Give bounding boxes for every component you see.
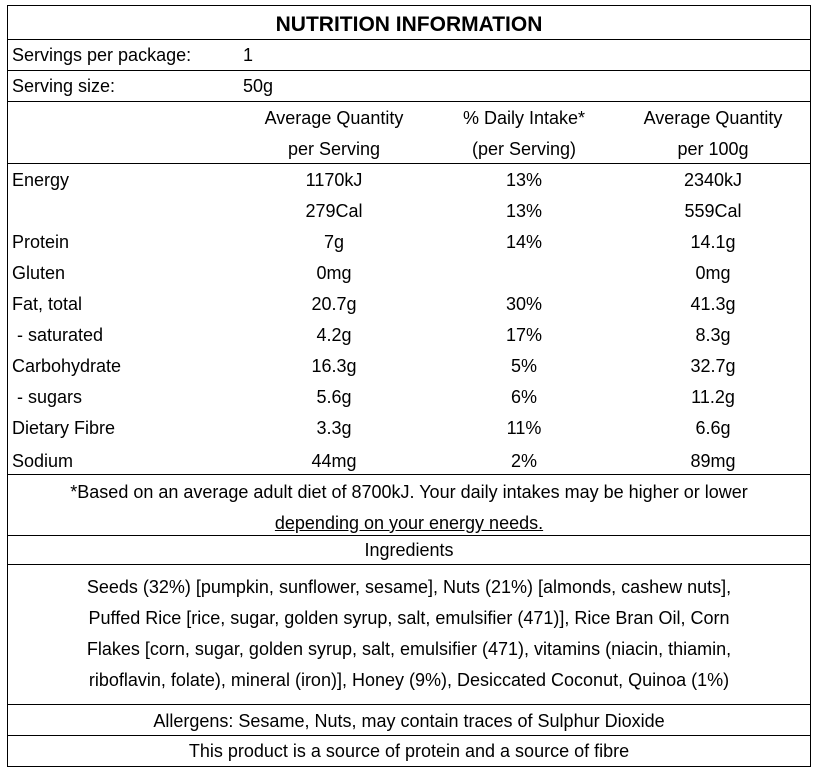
nutrient-name: Carbohydrate <box>12 356 122 376</box>
nutrition-panel: NUTRITION INFORMATION Servings per packa… <box>7 5 811 767</box>
divider <box>8 735 810 736</box>
allergens-statement: Allergens: Sesame, Nuts, may contain tra… <box>153 711 665 731</box>
per-100g-value: 89mg <box>690 451 736 471</box>
per-serving-value: 7g <box>323 232 345 252</box>
nutrient-name: Energy <box>12 170 70 190</box>
footnote-energy-needs: depending on your energy needs. <box>274 513 544 533</box>
per-100g-value: 41.3g <box>690 294 736 314</box>
daily-intake-value: 6% <box>510 387 537 407</box>
daily-intake-value: 30% <box>505 294 543 314</box>
panel-title: NUTRITION INFORMATION <box>275 13 543 36</box>
per-100g-value: 559Cal <box>684 201 742 221</box>
servings-per-package-label: Servings per package: <box>12 45 192 65</box>
per-100g-value: 32.7g <box>690 356 736 376</box>
divider <box>8 564 810 565</box>
nutrient-name: Gluten <box>12 263 66 283</box>
serving-size-value: 50g <box>243 76 274 96</box>
daily-intake-value: 13% <box>505 170 543 190</box>
header-per-serving-sub: per Serving <box>287 139 381 159</box>
per-serving-value: 0mg <box>316 263 352 283</box>
divider <box>8 163 810 164</box>
divider <box>8 704 810 705</box>
servings-per-package-value: 1 <box>243 45 254 65</box>
daily-intake-value: 5% <box>510 356 537 376</box>
nutrient-name: Dietary Fibre <box>12 418 116 438</box>
divider <box>8 70 810 71</box>
serving-size-label: Serving size: <box>12 76 116 96</box>
per-serving-value: 5.6g <box>316 387 352 407</box>
ingredients-line: riboflavin, folate), mineral (iron)], Ho… <box>88 670 730 690</box>
per-serving-value: 3.3g <box>316 418 352 438</box>
divider <box>8 535 810 536</box>
header-daily-intake: % Daily Intake* <box>462 108 586 128</box>
divider <box>8 39 810 40</box>
ingredients-line: Puffed Rice [rice, sugar, golden syrup, … <box>88 608 730 628</box>
ingredients-list: Seeds (32%) [pumpkin, sunflower, sesame]… <box>8 572 810 696</box>
per-100g-value: 0mg <box>695 263 731 283</box>
ingredients-line: Seeds (32%) [pumpkin, sunflower, sesame]… <box>86 577 732 597</box>
ingredients-heading: Ingredients <box>364 540 454 560</box>
nutrient-name: - sugars <box>12 387 83 407</box>
daily-intake-value: 14% <box>505 232 543 252</box>
daily-intake-value: 2% <box>510 451 537 471</box>
nutrient-name: Protein <box>12 232 70 252</box>
nutrient-name: - saturated <box>12 325 104 345</box>
per-100g-value: 8.3g <box>695 325 731 345</box>
per-100g-value: 2340kJ <box>683 170 743 190</box>
header-daily-intake-sub: (per Serving) <box>471 139 577 159</box>
ingredients-line: Flakes [corn, sugar, golden syrup, salt,… <box>86 639 732 659</box>
divider <box>8 101 810 102</box>
daily-intake-value: 13% <box>505 201 543 221</box>
header-per-serving: Average Quantity <box>264 108 404 128</box>
daily-intake-value: 11% <box>506 418 542 438</box>
daily-intake-value: 17% <box>505 325 543 345</box>
per-serving-value: 1170kJ <box>305 170 363 190</box>
per-serving-value: 4.2g <box>316 325 352 345</box>
per-100g-value: 14.1g <box>690 232 736 252</box>
header-per-100g-sub: per 100g <box>677 139 749 159</box>
footnote-line: depending on your energy needs. <box>8 514 810 532</box>
nutrient-name: Sodium <box>12 451 74 471</box>
nutrient-name: Fat, total <box>12 294 83 314</box>
per-100g-value: 11.2g <box>691 387 735 407</box>
header-per-100g: Average Quantity <box>643 108 783 128</box>
divider <box>8 474 810 475</box>
per-serving-value: 16.3g <box>311 356 357 376</box>
per-serving-value: 279Cal <box>305 201 363 221</box>
footnote-line: *Based on an average adult diet of 8700k… <box>70 482 748 502</box>
per-serving-value: 20.7g <box>311 294 357 314</box>
per-100g-value: 6.6g <box>695 418 731 438</box>
nutrition-claim: This product is a source of protein and … <box>188 741 630 761</box>
per-serving-value: 44mg <box>311 451 357 471</box>
